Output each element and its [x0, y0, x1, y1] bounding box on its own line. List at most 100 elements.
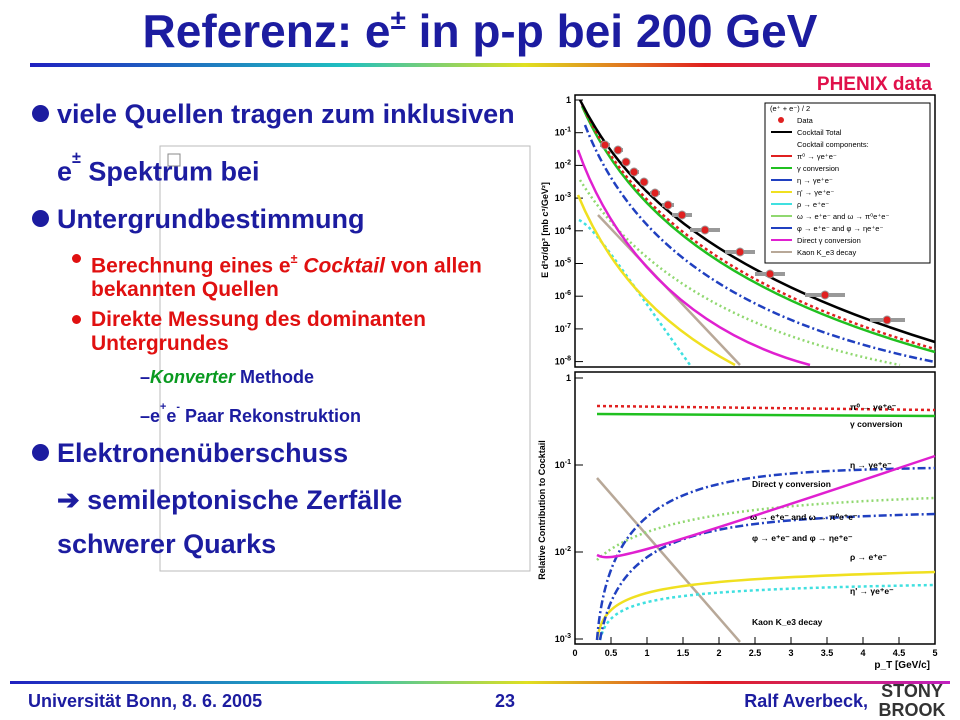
data-point — [613, 145, 623, 155]
bullet: Berechnung eines e± Cocktail von allen b… — [30, 247, 491, 303]
broken-image-icon — [167, 153, 181, 167]
title-text: in p-p bei 200 GeV — [405, 5, 818, 57]
page-number: 23 — [495, 691, 515, 711]
x-tick-label: 1 — [644, 648, 649, 658]
bullet-sup: ± — [290, 251, 298, 266]
logo-bottom: BROOK — [879, 700, 946, 720]
bullet: Direkte Messung des dominanten Untergrun… — [30, 308, 491, 356]
broken-image-frame — [159, 145, 531, 572]
direct-curve — [576, 149, 811, 367]
bullet-sup: - — [176, 401, 180, 414]
y-tick-label: 10-4 — [555, 225, 571, 236]
title-sup: ± — [390, 4, 406, 35]
data-point — [600, 140, 610, 150]
x-tick-label: 4 — [860, 648, 865, 658]
rho-curve — [578, 218, 692, 366]
y-tick-label: 10-1 — [555, 459, 571, 470]
y-tick-label: 10-8 — [555, 356, 571, 367]
bullet-text: viele Quellen tragen zum inklusiven e — [57, 99, 515, 187]
legend-label: (e⁺ + e⁻) / 2 — [770, 104, 810, 113]
bullet-dot — [72, 315, 81, 325]
data-point — [700, 225, 710, 235]
x-tick-label: 1.5 — [677, 648, 690, 658]
x-tick-label: 0 — [572, 648, 577, 658]
y-tick-label: 10-2 — [555, 159, 571, 170]
bullet-text: Berechnung eines e — [91, 254, 291, 278]
y-tick-label: 10-1 — [555, 127, 571, 138]
bullet-text: Elektronenüberschuss — [57, 438, 349, 469]
data-point — [820, 290, 830, 300]
y-tick-label: 10-3 — [555, 633, 571, 644]
conversion-ratio — [596, 412, 936, 418]
data-point — [639, 177, 649, 187]
data-point — [735, 247, 745, 257]
annotation: Direct γ conversion — [752, 479, 831, 489]
upper-curves — [576, 99, 936, 367]
y-tick-label: 1 — [566, 95, 571, 105]
data-point — [663, 200, 673, 210]
legend-label: Cocktail components: — [797, 140, 869, 149]
lower-panel — [574, 371, 936, 645]
bullet: viele Quellen tragen zum inklusiven e± S… — [30, 92, 520, 194]
y-tick-label: 1 — [566, 373, 571, 383]
footer-left: Universität Bonn, 8. 6. 2005 — [28, 691, 262, 711]
conversion-curve — [580, 105, 936, 354]
annotation: γ conversion — [850, 419, 902, 429]
bullet-text: Methode — [235, 367, 315, 388]
legend-label: φ → e⁺e⁻ and φ → ηe⁺e⁻ — [797, 224, 883, 233]
source-tag: PHENIX data — [816, 74, 932, 95]
direct-ratio — [596, 454, 936, 559]
legend-label: π⁰ → γe⁺e⁻ — [797, 152, 837, 161]
lower-curves — [595, 404, 936, 643]
lower-y-label: Relative Contribution to Cocktail — [537, 440, 547, 580]
x-tick-label: 5 — [932, 648, 937, 658]
y-tick-label: 10-5 — [555, 258, 571, 269]
bullet-text: Direkte Messung des dominanten Untergrun… — [91, 308, 426, 356]
bullet-list: viele Quellen tragen zum inklusiven e± S… — [30, 92, 520, 566]
title-text: Referenz: e — [142, 5, 391, 57]
legend-box — [764, 102, 931, 264]
rho-ratio — [598, 583, 936, 641]
data-points — [600, 140, 905, 325]
bullet-dot — [32, 444, 49, 462]
bullet-sup: + — [160, 401, 167, 414]
slide-title: Referenz: e± in p-p bei 200 GeV — [0, 4, 960, 58]
etap-curve — [576, 194, 736, 367]
bullet: –Konverter Methode — [30, 362, 520, 392]
bullet: –e+e- Paar Rekonstruktion — [30, 392, 520, 431]
pi0-ratio — [596, 404, 936, 412]
x-tick-label: 3.5 — [821, 648, 834, 658]
omega-curve — [578, 179, 901, 367]
legend-label: Cocktail Total — [797, 128, 842, 137]
y-tick-label: 10-7 — [555, 323, 571, 334]
bullet: Untergrundbestimmung — [30, 197, 520, 241]
x-tick-label: 2 — [716, 648, 721, 658]
x-tick-label: 4.5 — [893, 648, 906, 658]
bullet-sup: ± — [72, 149, 81, 167]
total-curve — [578, 99, 936, 344]
bullet-text: Untergrundbestimmung — [57, 203, 365, 234]
logo-top: STONY — [881, 681, 943, 701]
bullet-text: –e — [140, 406, 161, 427]
x-tick-label: 2.5 — [749, 648, 762, 658]
legend-swatch — [778, 117, 784, 123]
bullet-dot — [32, 209, 49, 227]
legend: (e⁺ + e⁻) / 2 Data Cocktail Total Cocktail … — [770, 104, 889, 257]
bullet-text: Paar Rekonstruktion — [179, 406, 362, 427]
x-tick-label: 3 — [788, 648, 793, 658]
phi-ratio — [598, 512, 936, 641]
kaon-ratio — [596, 477, 741, 643]
data-point — [677, 210, 687, 220]
legend-label: Direct γ conversion — [797, 236, 861, 245]
upper-y-label: E d³σ/dp³ [mb c³/GeV²] — [540, 182, 550, 278]
bullet-text: e — [166, 406, 177, 427]
y-tick-label: 10-6 — [555, 290, 571, 301]
bullet-dot — [32, 105, 49, 122]
etap-ratio — [595, 570, 936, 641]
legend-label: Data — [797, 116, 814, 125]
annotation: ω → e⁺e⁻ and ω → π⁰e⁺e⁻ — [750, 512, 858, 522]
omega-ratio — [596, 496, 936, 561]
legend-label: Kaon K_e3 decay — [797, 248, 856, 257]
bullet-text: ➔ semileptonische Zerfälle schwerer Quar… — [57, 485, 403, 560]
